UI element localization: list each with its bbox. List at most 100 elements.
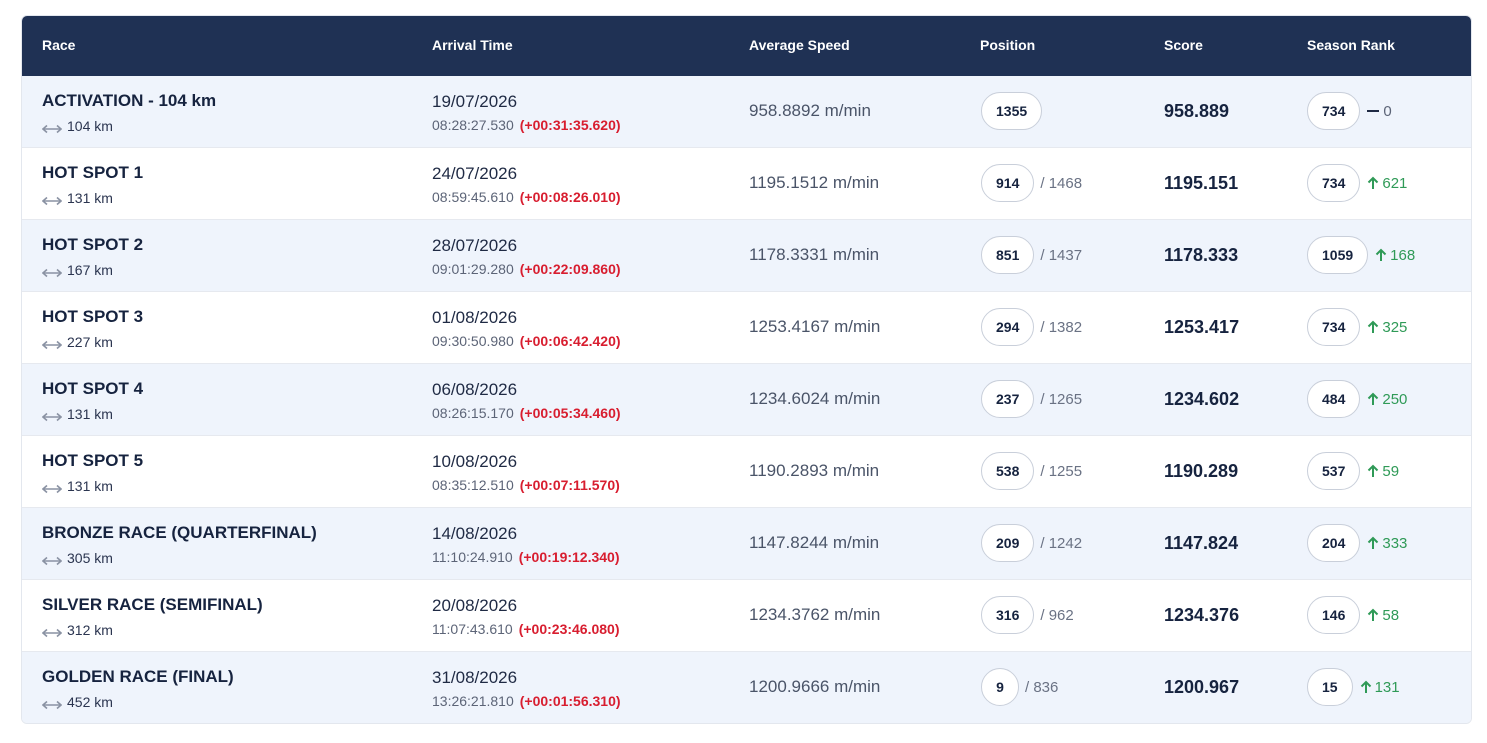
rank-change-value: 58	[1382, 606, 1400, 624]
distance-arrows-icon	[41, 193, 63, 206]
table-row[interactable]: ACTIVATION - 104 km 104 km 19/07/2026 08:28…	[22, 76, 1471, 147]
arrival-time: 13:26:21.810 (+00:01:56.310)	[432, 693, 621, 709]
season-rank-badge: 537	[1307, 452, 1361, 490]
race-name[interactable]: GOLDEN RACE (FINAL)	[42, 667, 234, 686]
table-row[interactable]: SILVER RACE (SEMIFINAL) 312 km 20/08/2026 1…	[22, 579, 1471, 651]
season-rank-cell: 734 621	[1307, 164, 1407, 202]
score-value: 1234.376	[1164, 605, 1240, 625]
table-row[interactable]: HOT SPOT 4 131 km 06/08/2026 08:26:15.170 (+…	[22, 363, 1471, 435]
arrival-clock: 11:10:24.910	[432, 549, 513, 565]
rank-change: 131	[1359, 679, 1400, 696]
table-row[interactable]: HOT SPOT 2 167 km 28/07/2026 09:01:29.280 (+…	[22, 219, 1471, 291]
race-name[interactable]: ACTIVATION - 104 km	[42, 91, 217, 110]
arrow-up-icon	[1366, 536, 1380, 550]
position-total: / 1265	[1040, 390, 1083, 408]
arrival-clock: 08:35:12.510	[432, 477, 514, 493]
race-name[interactable]: BRONZE RACE (QUARTERFINAL)	[42, 523, 317, 542]
arrival-clock: 08:28:27.530	[432, 117, 514, 133]
position-badge: 237	[981, 380, 1035, 418]
season-rank-cell: 146 58	[1307, 596, 1399, 634]
rank-change-value: 0	[1383, 102, 1392, 120]
position-badge: 851	[981, 236, 1035, 274]
distance-arrows-icon	[41, 337, 63, 350]
season-rank-badge: 204	[1307, 524, 1361, 562]
race-name[interactable]: HOT SPOT 2	[42, 235, 144, 254]
rank-change: 333	[1366, 535, 1407, 552]
race-distance: 452 km	[41, 694, 113, 710]
rank-change-value: 325	[1382, 318, 1408, 336]
rank-change: 621	[1366, 175, 1407, 192]
header-season-rank[interactable]: Season Rank	[1307, 37, 1395, 53]
time-gap: (+00:31:35.620)	[519, 117, 621, 133]
score-value: 1200.967	[1164, 677, 1240, 697]
arrow-up-icon	[1366, 392, 1380, 406]
arrival-time: 11:07:43.610 (+00:23:46.080)	[432, 621, 620, 637]
race-name[interactable]: HOT SPOT 4	[42, 379, 144, 398]
position-cell: 294 / 1382	[981, 308, 1082, 346]
race-distance: 167 km	[41, 262, 113, 278]
rank-change-value: 59	[1382, 462, 1400, 480]
arrival-date: 28/07/2026	[432, 236, 518, 255]
rank-change: 59	[1366, 463, 1399, 480]
score-value: 958.889	[1164, 101, 1230, 121]
arrival-date: 19/07/2026	[432, 92, 518, 111]
score-value: 1178.333	[1164, 245, 1239, 265]
header-average-speed[interactable]: Average Speed	[749, 37, 850, 53]
header-arrival-time[interactable]: Arrival Time	[432, 37, 513, 53]
distance-arrows-icon	[41, 409, 63, 422]
race-name[interactable]: HOT SPOT 1	[42, 163, 144, 182]
score-value: 1147.824	[1164, 533, 1239, 553]
time-gap: (+00:23:46.080)	[518, 621, 620, 637]
position-badge: 9	[981, 668, 1019, 706]
race-name[interactable]: SILVER RACE (SEMIFINAL)	[42, 595, 263, 614]
season-rank-cell: 1059 168	[1307, 236, 1415, 274]
season-rank-cell: 204 333	[1307, 524, 1407, 562]
distance-value: 312 km	[67, 622, 113, 638]
season-rank-badge: 146	[1307, 596, 1361, 634]
arrival-date: 10/08/2026	[432, 452, 518, 471]
average-speed: 1178.3331 m/min	[749, 245, 880, 264]
season-rank-badge: 15	[1307, 668, 1353, 706]
season-rank-cell: 484 250	[1307, 380, 1407, 418]
score-value: 1253.417	[1164, 317, 1240, 337]
rank-change: 168	[1374, 247, 1415, 264]
results-table: Race Arrival Time Average Speed Position…	[21, 15, 1472, 724]
time-gap: (+00:19:12.340)	[518, 549, 620, 565]
race-name[interactable]: HOT SPOT 3	[42, 307, 144, 326]
race-name[interactable]: HOT SPOT 5	[42, 451, 144, 470]
average-speed: 1234.3762 m/min	[749, 605, 881, 624]
average-speed: 1195.1512 m/min	[749, 173, 880, 192]
table-row[interactable]: HOT SPOT 3 227 km 01/08/2026 09:30:50.980 (+…	[22, 291, 1471, 363]
score-value: 1195.151	[1164, 173, 1239, 193]
header-position[interactable]: Position	[980, 37, 1036, 53]
arrow-up-icon	[1366, 464, 1380, 478]
distance-value: 305 km	[67, 550, 113, 566]
position-badge: 316	[981, 596, 1035, 634]
arrival-date: 14/08/2026	[432, 524, 518, 543]
arrival-clock: 09:30:50.980	[432, 333, 514, 349]
distance-value: 452 km	[67, 694, 113, 710]
distance-value: 104 km	[67, 118, 113, 134]
table-row[interactable]: BRONZE RACE (QUARTERFINAL) 305 km 14/08/20…	[22, 507, 1471, 579]
table-row[interactable]: HOT SPOT 5 131 km 10/08/2026 08:35:12.510 (+…	[22, 435, 1471, 507]
time-gap: (+00:22:09.860)	[519, 261, 621, 277]
position-total: / 962	[1040, 606, 1074, 624]
header-score[interactable]: Score	[1164, 37, 1203, 53]
rank-change-value: 250	[1382, 390, 1408, 408]
table-row[interactable]: GOLDEN RACE (FINAL) 452 km 31/08/2026 13:26…	[22, 651, 1471, 723]
position-total: / 1382	[1040, 318, 1083, 336]
header-race[interactable]: Race	[42, 37, 76, 53]
position-cell: 851 / 1437	[981, 236, 1082, 274]
race-distance: 305 km	[41, 550, 113, 566]
rank-change-value: 131	[1374, 678, 1400, 696]
arrow-up-icon	[1366, 608, 1380, 622]
time-gap: (+00:05:34.460)	[519, 405, 621, 421]
arrival-clock: 11:07:43.610	[432, 621, 513, 637]
arrival-clock: 08:26:15.170	[432, 405, 514, 421]
distance-arrows-icon	[41, 265, 63, 278]
position-cell: 9 / 836	[981, 668, 1058, 706]
rank-change: 250	[1366, 391, 1407, 408]
table-body: ACTIVATION - 104 km 104 km 19/07/2026 08:28…	[22, 76, 1471, 723]
table-row[interactable]: HOT SPOT 1 131 km 24/07/2026 08:59:45.610 (+…	[22, 147, 1471, 219]
arrival-time: 08:59:45.610 (+00:08:26.010)	[432, 189, 621, 205]
